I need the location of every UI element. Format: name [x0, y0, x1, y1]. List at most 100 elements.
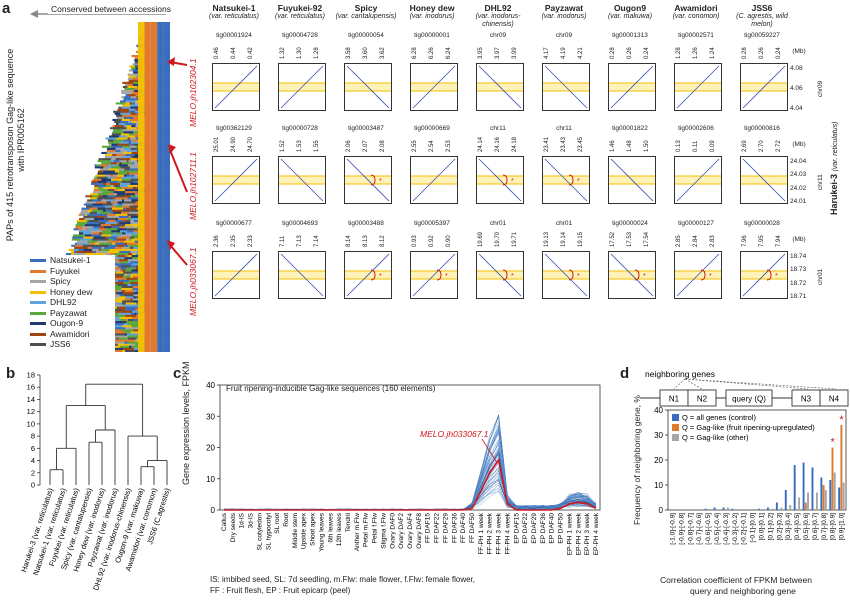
svg-text:*: *: [511, 178, 514, 185]
expr-x-category: Callus: [221, 512, 228, 531]
dotplot-tick: 0.44: [231, 47, 237, 59]
contig-id: tig00000024: [612, 220, 648, 227]
dendro-y-tick: 2: [31, 468, 35, 477]
bar-0-6: [722, 507, 725, 510]
panel-d-xlabel-1: Correlation coefficient of FPKM between: [660, 575, 812, 585]
bar-x-category: [0.3]-[0.4]: [785, 513, 792, 541]
panel-b-letter: b: [6, 365, 16, 382]
bar-x-category: [0.0]-[0.1]: [758, 513, 765, 541]
dotplot-svg: [279, 253, 325, 297]
dendro-y-tick: 12: [27, 407, 35, 416]
bar-x-category: [0.6]-[0.7]: [812, 513, 819, 541]
dotplot-svg: [345, 65, 391, 109]
dotplot-svg: [741, 158, 787, 202]
dotplot-panel: [344, 63, 392, 111]
bar-1-15: [804, 502, 807, 510]
contig-id: tig00005397: [414, 220, 450, 227]
dotplot-panel: [674, 63, 722, 111]
legend-swatch: [30, 311, 46, 315]
cultivar-variety: (var. conomon): [672, 13, 720, 20]
dotplot-tick: 3.95: [478, 47, 484, 59]
gene-box-label: N4: [829, 395, 840, 404]
svg-text:*: *: [379, 178, 382, 185]
dotplot-tick: 0.24: [776, 47, 782, 59]
dotplot-tick: 2.55: [412, 140, 418, 152]
dotplot-tick: 0.28: [742, 47, 748, 59]
dendro-y-tick: 18: [27, 371, 35, 380]
contig-id: tig00362129: [216, 125, 252, 132]
contig-id: tig00003487: [348, 125, 384, 132]
dotplot-panel: *: [410, 251, 458, 299]
legend-swatch: [30, 332, 46, 336]
dotplot-tick: 2.06: [346, 140, 352, 152]
contig-id: tig00000001: [414, 32, 450, 39]
reference-y-tick: 18.73: [790, 266, 807, 274]
cultivar-name: DHL92: [484, 3, 512, 13]
bar-x-category: [0.4]-[0.5]: [794, 513, 801, 541]
bar-x-category: [0.2]-[0.3]: [776, 513, 783, 541]
dotplot-tick: 3.99: [512, 47, 518, 59]
dotplot-tick: 25.01: [214, 136, 220, 152]
expr-x-category: FF DAF40: [460, 513, 467, 543]
expr-x-category: 3d-IS: [248, 512, 255, 528]
dotplot-panel: [278, 156, 326, 204]
expr-x-category: Stigma f.Flw: [380, 513, 387, 549]
dotplot-svg: [213, 253, 259, 297]
gene-box: [687, 389, 717, 407]
dotplot-svg: [741, 65, 787, 109]
bar-legend-swatch: [672, 414, 679, 421]
dotplot-tick: 7.13: [297, 235, 303, 247]
expr-x-category: 6th leaves: [327, 512, 334, 542]
legend-swatch: [30, 290, 46, 294]
bar-0-10: [758, 508, 761, 510]
expr-x-category: FF DAF36: [451, 513, 458, 543]
bar-0-16: [811, 467, 814, 510]
expr-x-category: EP DAF15: [513, 513, 520, 544]
dotplot-tick: 0.24: [644, 47, 650, 59]
dotplot-svg: *: [675, 253, 721, 297]
dotplot-tick: 24.18: [512, 136, 518, 152]
bar-legend-label: Q = all genes (control): [682, 413, 756, 422]
expr-x-category: FF-PH 3 week: [496, 512, 503, 554]
dotplot-panel: *: [476, 156, 524, 204]
legend-item-fuyukei: Fuyukei: [30, 266, 80, 276]
panel-c-ylabel: Gene expression levels, FPKM: [181, 361, 191, 485]
legend-swatch: [30, 269, 46, 273]
cultivar-header-4: DHL92 (var. inodorus-chinensis): [466, 3, 530, 29]
dotplot-svg: [675, 158, 721, 202]
bar-2-13: [789, 505, 792, 510]
legend-label: Fuyukei: [50, 265, 80, 276]
bar-2-6: [726, 507, 729, 510]
cultivar-header-7: Awamidori (var. conomon): [664, 3, 728, 21]
dotplot-svg: *: [345, 253, 391, 297]
bar-2-17: [824, 490, 827, 510]
dotplot-tick: 2.36: [214, 235, 220, 247]
expr-x-category: Dry seeds: [230, 512, 237, 542]
dotplot-panel: [674, 156, 722, 204]
panel-d-xlabel-2: query and neighboring gene: [690, 586, 796, 596]
dotplot-tick: 24.16: [495, 136, 501, 152]
contig-id: tig00000677: [216, 220, 252, 227]
svg-text:*: *: [379, 273, 382, 280]
dotplot-tick: 19.13: [544, 231, 550, 247]
bar-2-18: [833, 472, 836, 510]
expr-x-category: SL hypocotyl: [265, 512, 272, 550]
legend-item-awamidori: Awamidori: [30, 329, 90, 339]
contig-id: tig00001924: [216, 32, 252, 39]
bar-2-14: [798, 497, 801, 510]
expr-highlight-line: [224, 458, 597, 511]
bar-2-11: [771, 508, 774, 510]
bar-0-7: [731, 508, 734, 510]
dotplot-tick: 0.46: [214, 47, 220, 59]
svg-text:*: *: [643, 273, 646, 280]
dotplot-tick: 3.62: [380, 47, 386, 59]
dotplot-tick: 7.11: [280, 235, 286, 247]
legend-item-natsukei-1: Natsukei-1: [30, 255, 91, 265]
expr-x-category: EP DAF50: [558, 513, 565, 544]
dotplot-panel: *: [344, 156, 392, 204]
bar-0-12: [775, 502, 778, 510]
dotplot-panel: [212, 63, 260, 111]
dotplot-svg: *: [477, 158, 523, 202]
expr-x-category: FF DAF29: [442, 513, 449, 543]
svg-text:*: *: [511, 273, 514, 280]
